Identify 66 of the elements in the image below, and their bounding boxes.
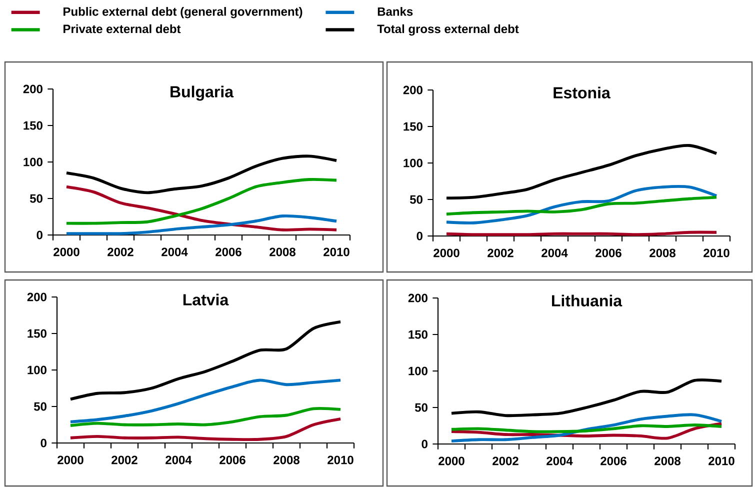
y-tick-label: 0: [416, 232, 422, 240]
line-series: [69, 406, 342, 427]
x-tick-label: 2006: [596, 248, 622, 258]
line-series: [450, 378, 723, 418]
line-series: [69, 417, 342, 442]
y-tick-label: 0: [36, 230, 42, 240]
x-tick-label: 2008: [650, 248, 676, 258]
y-tick-label: 200: [403, 86, 422, 94]
y-tick-label: 200: [23, 84, 42, 94]
line-series: [69, 320, 342, 401]
x-tick-label: 2006: [220, 456, 246, 464]
x-tick-label: 2000: [54, 248, 80, 256]
chart-title: Bulgaria: [170, 86, 234, 101]
x-tick-label: 2008: [274, 456, 300, 464]
y-tick-label: 100: [28, 366, 46, 374]
x-tick-label: 2004: [546, 456, 573, 466]
y-tick-label: 200: [408, 294, 428, 302]
x-tick-label: 2008: [654, 456, 680, 466]
y-tick-label: 100: [24, 158, 42, 166]
line-series: [450, 413, 723, 443]
line-series: [65, 154, 338, 194]
y-tick-label: 50: [414, 403, 428, 412]
x-tick-label: 2002: [488, 248, 514, 258]
x-tick-label: 2006: [216, 248, 242, 256]
x-tick-label: 2004: [542, 248, 568, 258]
line-series: [65, 214, 338, 236]
x-tick-label: 2000: [434, 248, 460, 258]
line-series: [69, 378, 342, 424]
y-tick-label: 50: [30, 194, 42, 203]
y-tick-label: 150: [404, 122, 422, 131]
y-tick-label: 50: [34, 402, 46, 411]
x-tick-label: 2010: [324, 248, 350, 256]
chart-title: Lithuania: [552, 294, 622, 306]
y-tick-label: 100: [404, 158, 422, 168]
x-tick-label: 2006: [600, 456, 626, 466]
x-tick-label: 2004: [166, 456, 192, 464]
x-tick-label: 2004: [162, 248, 188, 256]
x-tick-label: 2008: [270, 248, 296, 256]
y-tick-label: 50: [410, 195, 422, 204]
x-tick-label: 2002: [492, 456, 518, 466]
line-series: [65, 185, 338, 232]
x-tick-label: 2002: [112, 456, 138, 464]
legend-label: Total gross external debt: [377, 24, 519, 36]
legend-label: Private external debt: [64, 24, 181, 34]
x-tick-label: 2010: [708, 456, 734, 466]
x-tick-label: 2000: [438, 456, 464, 466]
legend-label: Public external debt (general government): [64, 7, 302, 18]
y-tick-label: 150: [24, 121, 42, 130]
y-tick-label: 0: [422, 440, 428, 448]
line-series: [445, 196, 718, 216]
legend-label: Banks: [378, 7, 413, 16]
y-tick-label: 0: [40, 438, 46, 448]
x-tick-label: 2000: [58, 456, 84, 464]
y-tick-label: 200: [27, 292, 46, 302]
x-tick-label: 2010: [328, 456, 354, 464]
y-tick-label: 100: [408, 366, 428, 376]
line-series: [65, 178, 338, 225]
y-tick-label: 150: [28, 329, 46, 338]
x-tick-label: 2002: [108, 248, 134, 256]
line-series: [450, 424, 723, 434]
line-series: [445, 184, 718, 224]
chart-title: Estonia: [554, 86, 610, 98]
line-series: [445, 144, 718, 200]
x-tick-label: 2010: [704, 248, 730, 258]
chart-title: Latvia: [183, 294, 229, 306]
y-tick-label: 150: [408, 330, 428, 339]
